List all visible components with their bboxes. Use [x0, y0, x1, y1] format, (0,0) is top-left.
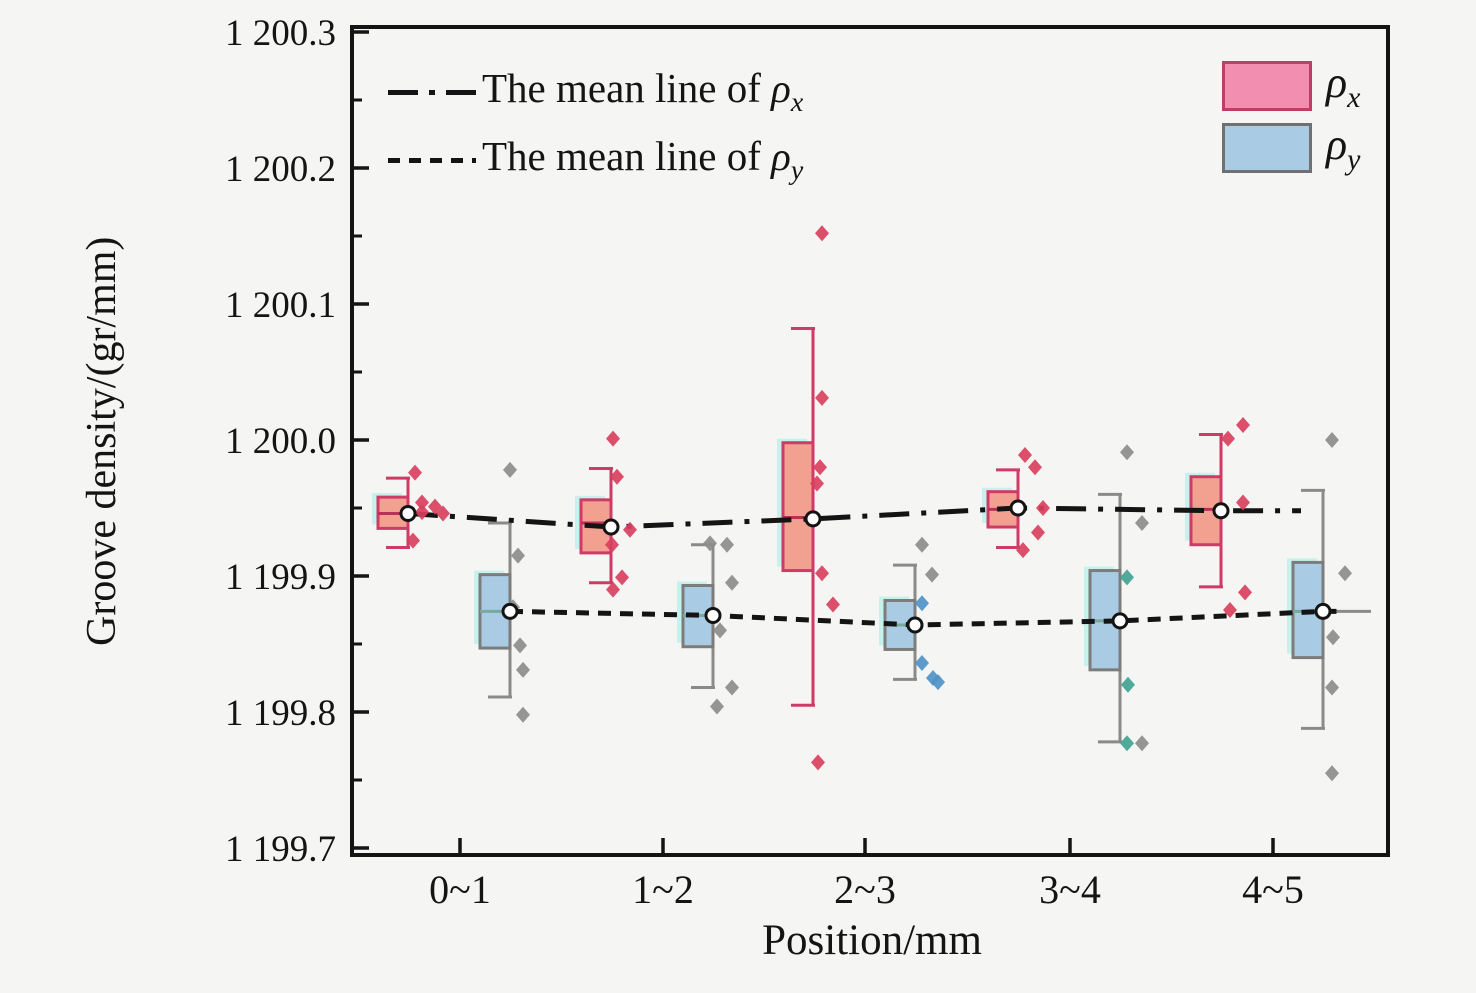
- svg-text:1~2: 1~2: [632, 867, 694, 912]
- svg-text:0~1: 0~1: [429, 867, 491, 912]
- rho-y-swatch-icon: [1222, 123, 1312, 173]
- svg-text:1 200.3: 1 200.3: [225, 13, 336, 54]
- svg-text:1 200.1: 1 200.1: [225, 285, 336, 326]
- y-axis-title: Groove density/(gr/mm): [79, 236, 125, 646]
- svg-text:1 199.9: 1 199.9: [225, 557, 336, 598]
- dashdot-line-icon: [388, 89, 476, 95]
- rho-x-swatch-icon: [1222, 61, 1312, 111]
- mean-line-legend: The mean line of ρx The mean line of ρy: [388, 58, 803, 194]
- legend-label: ρx: [1326, 58, 1361, 114]
- svg-text:1 199.7: 1 199.7: [225, 829, 336, 870]
- dashed-line-icon: [388, 157, 476, 163]
- legend-label: ρy: [1326, 120, 1361, 176]
- x-axis-title: Position/mm: [762, 917, 982, 964]
- legend-item-rho-y: ρy: [1222, 117, 1360, 179]
- legend-item-mean-line-x: The mean line of ρx: [388, 58, 803, 126]
- svg-text:4~5: 4~5: [1242, 867, 1304, 912]
- svg-text:1 199.8: 1 199.8: [225, 693, 336, 734]
- series-legend: ρx ρy: [1222, 55, 1360, 179]
- legend-item-rho-x: ρx: [1222, 55, 1360, 117]
- svg-text:2~3: 2~3: [834, 867, 896, 912]
- legend-item-mean-line-y: The mean line of ρy: [388, 126, 803, 194]
- legend-label: The mean line of ρy: [482, 133, 804, 187]
- svg-text:1 200.0: 1 200.0: [225, 421, 336, 462]
- svg-text:1 200.2: 1 200.2: [225, 149, 336, 190]
- svg-text:3~4: 3~4: [1039, 867, 1101, 912]
- legend-label: The mean line of ρx: [482, 65, 804, 119]
